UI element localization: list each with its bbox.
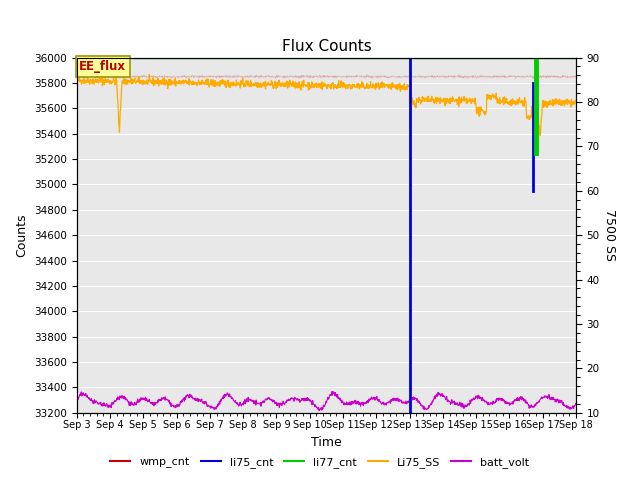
X-axis label: Time: Time bbox=[311, 436, 342, 449]
Y-axis label: 7500 SS: 7500 SS bbox=[604, 209, 616, 261]
Y-axis label: Counts: Counts bbox=[15, 214, 29, 257]
Text: EE_flux: EE_flux bbox=[79, 60, 126, 73]
Title: Flux Counts: Flux Counts bbox=[282, 39, 371, 54]
Legend: wmp_cnt, li75_cnt, li77_cnt, Li75_SS, batt_volt: wmp_cnt, li75_cnt, li77_cnt, Li75_SS, ba… bbox=[106, 452, 534, 472]
